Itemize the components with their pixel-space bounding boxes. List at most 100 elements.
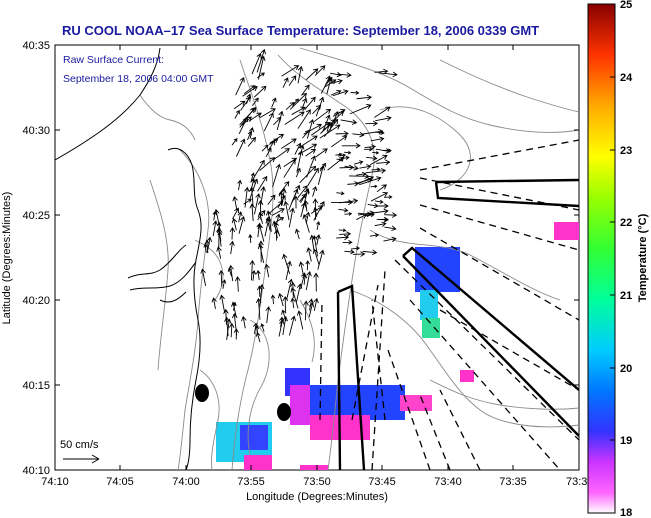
current-vector xyxy=(275,213,281,226)
current-vector xyxy=(295,167,301,178)
x-tick-label: 74:05 xyxy=(106,476,134,488)
current-vector xyxy=(277,292,284,307)
current-vector xyxy=(291,106,306,115)
current-vector xyxy=(252,97,259,106)
current-vector xyxy=(242,86,258,97)
current-vector xyxy=(323,118,339,137)
current-vector xyxy=(306,155,316,178)
current-vector xyxy=(290,297,296,309)
current-vector xyxy=(317,249,325,270)
plot-area: Raw Surface Current: September 18, 2006 … xyxy=(54,44,580,471)
current-vector xyxy=(338,228,347,233)
current-vector xyxy=(270,294,276,305)
current-vector xyxy=(258,240,264,263)
current-vector xyxy=(257,72,266,78)
current-vector xyxy=(250,172,255,182)
current-vector xyxy=(248,234,253,243)
current-vector xyxy=(260,186,266,207)
current-vector xyxy=(283,159,296,178)
current-vector xyxy=(229,227,236,240)
sst-patch xyxy=(420,290,438,320)
x-tick-label: 73:45 xyxy=(368,476,396,488)
current-vector xyxy=(249,186,255,207)
current-vector xyxy=(221,279,227,289)
current-vector xyxy=(366,155,378,161)
current-vector xyxy=(338,198,359,204)
current-vector xyxy=(315,96,325,117)
y-tick-label: 40:25 xyxy=(22,210,50,222)
current-vector xyxy=(218,269,225,287)
current-vector xyxy=(309,234,316,252)
current-vector xyxy=(308,298,314,311)
current-vector xyxy=(243,198,252,205)
current-vector xyxy=(317,165,325,185)
current-vector xyxy=(281,188,287,206)
current-vector xyxy=(234,276,241,292)
current-vector xyxy=(212,220,218,237)
current-vector xyxy=(312,185,318,197)
sst-patch xyxy=(460,370,474,382)
current-vector xyxy=(375,115,392,122)
current-vector xyxy=(281,309,287,322)
radar-wedges xyxy=(336,178,579,470)
current-vector xyxy=(338,207,349,213)
y-axis-label: Latitude (Degrees:Minutes) xyxy=(1,192,13,325)
colorbar-gradient xyxy=(587,3,616,514)
current-vector xyxy=(282,253,291,275)
current-vector xyxy=(330,71,342,78)
current-vector xyxy=(271,97,277,108)
current-vector xyxy=(257,199,264,220)
current-vector xyxy=(376,216,389,223)
current-vector xyxy=(298,143,318,155)
x-axis: 74:10 74:05 74:00 73:55 73:50 73:45 73:4… xyxy=(41,45,587,503)
coastline xyxy=(55,47,202,470)
current-vector xyxy=(307,167,319,187)
current-vector xyxy=(296,150,304,173)
current-vector xyxy=(285,102,295,110)
current-vector xyxy=(344,165,359,171)
current-vector xyxy=(313,272,319,292)
current-vector xyxy=(326,121,332,132)
current-vector xyxy=(344,249,355,255)
current-vector xyxy=(376,184,387,193)
current-vector xyxy=(370,191,389,202)
current-vector xyxy=(244,186,250,208)
current-vector xyxy=(289,92,308,110)
current-vector xyxy=(278,319,285,337)
current-vector xyxy=(238,216,246,234)
x-axis-label: Longitude (Degrees:Minutes) xyxy=(246,491,388,503)
current-vector xyxy=(340,119,358,125)
current-vector xyxy=(365,168,387,174)
current-vector xyxy=(281,65,300,77)
colorbar-tick: 20 xyxy=(620,363,632,375)
current-vector xyxy=(276,110,284,131)
current-vector xyxy=(369,233,380,238)
current-vector xyxy=(257,223,265,242)
current-vector xyxy=(300,272,307,290)
current-vector xyxy=(260,323,265,332)
current-vector xyxy=(324,79,337,88)
current-vector xyxy=(335,152,343,157)
current-vector xyxy=(301,97,308,110)
current-vector xyxy=(378,71,398,78)
sst-patch xyxy=(244,455,272,470)
current-vector xyxy=(265,147,272,158)
current-vector xyxy=(364,144,377,150)
current-vector xyxy=(376,159,391,166)
current-vector xyxy=(335,130,349,137)
current-vector xyxy=(344,150,352,155)
current-vector xyxy=(267,194,276,205)
current-vector xyxy=(232,196,238,212)
current-vector xyxy=(251,159,265,181)
current-vector xyxy=(298,135,318,149)
current-vector xyxy=(236,138,246,157)
y-tick-label: 40:15 xyxy=(22,380,50,392)
colorbar-tick: 22 xyxy=(620,217,632,229)
current-vector xyxy=(247,130,252,141)
current-vector xyxy=(288,75,297,86)
colorbar-tick: 21 xyxy=(620,290,632,302)
current-vector xyxy=(263,112,274,132)
current-vector xyxy=(342,240,353,245)
current-vector xyxy=(339,231,352,237)
